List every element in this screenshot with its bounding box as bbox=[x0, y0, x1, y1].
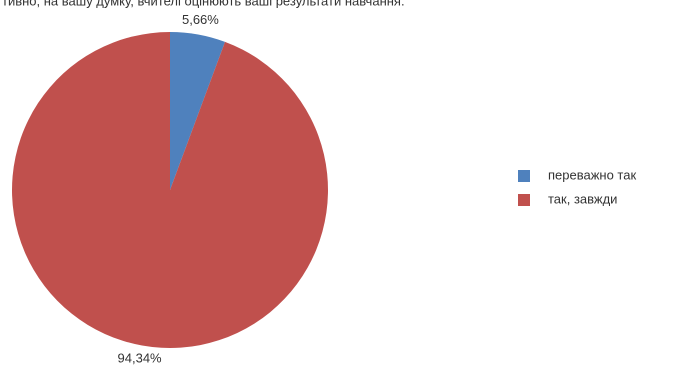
legend-label: так, завжди bbox=[548, 191, 617, 206]
pie-slice bbox=[170, 32, 226, 190]
legend-swatch bbox=[518, 170, 530, 182]
legend-swatch bbox=[518, 194, 530, 206]
data-label: 5,66% bbox=[182, 12, 219, 27]
chart-title: тивно, на вашу думку, вчителі оцінюють в… bbox=[2, 0, 405, 8]
data-label: 94,34% bbox=[118, 351, 163, 365]
pie-slice bbox=[11, 32, 328, 349]
legend-label: переважно так bbox=[548, 167, 636, 182]
